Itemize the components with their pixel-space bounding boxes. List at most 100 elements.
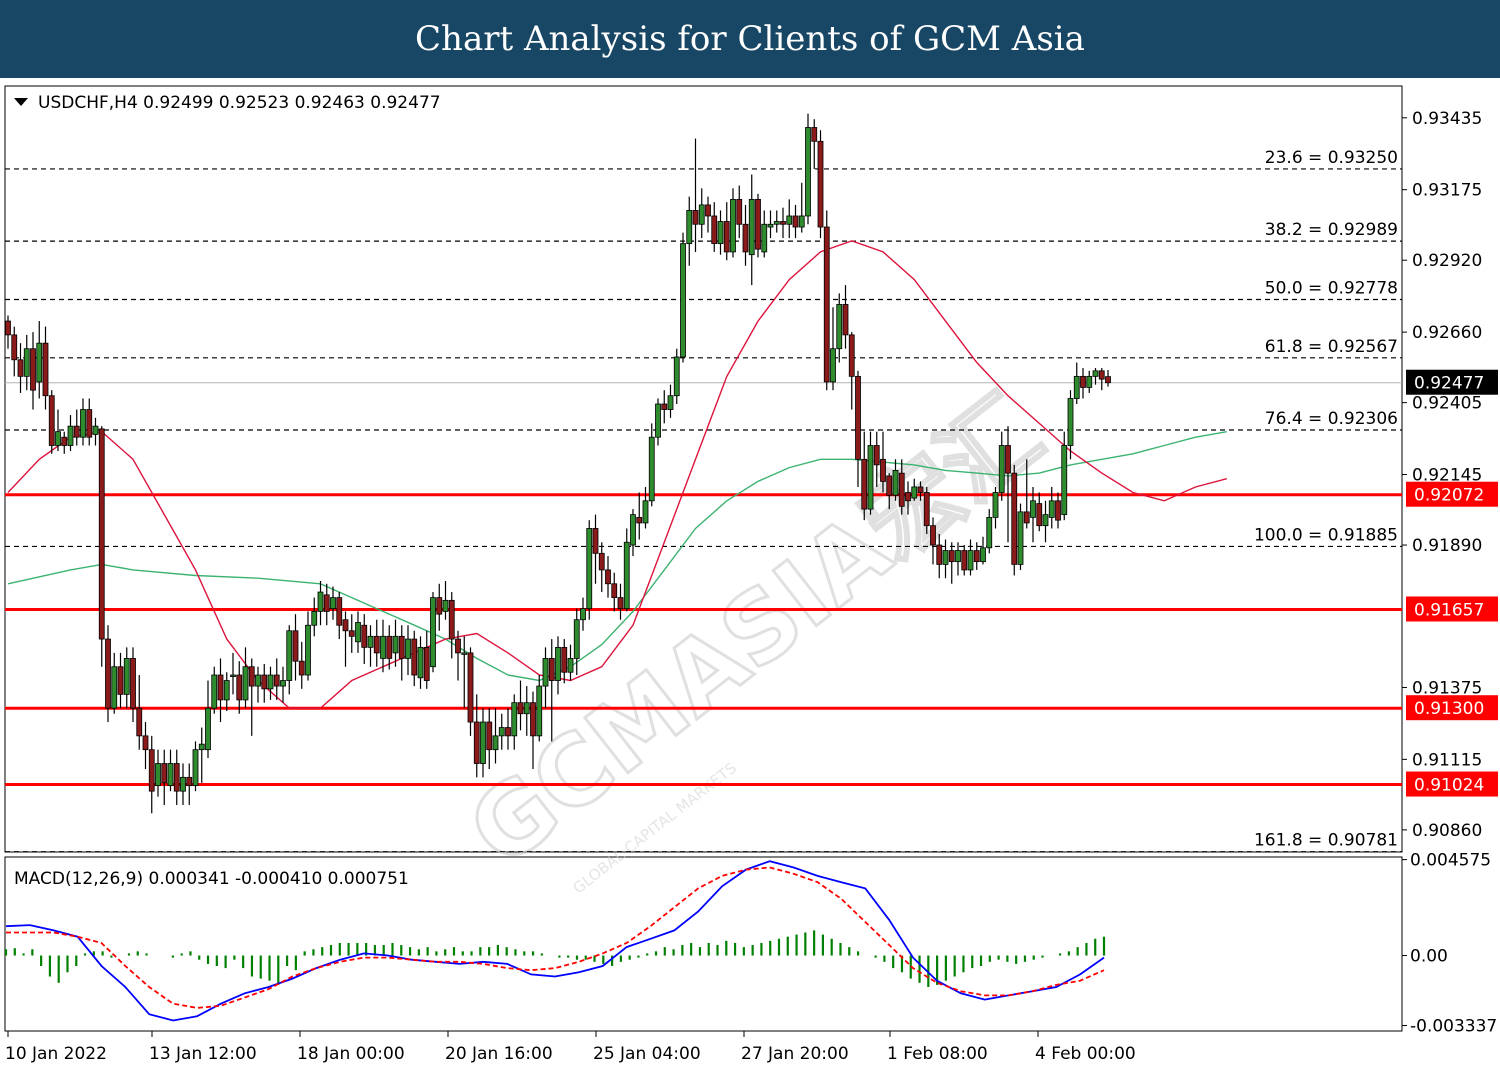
- candle-body: [5, 320, 11, 336]
- price-axis-label: 0.91375: [1412, 678, 1482, 698]
- candle-body: [817, 140, 824, 228]
- candle-body: [142, 735, 149, 751]
- macd-axis-label: 0.004575: [1410, 851, 1491, 871]
- candle-body: [923, 492, 930, 527]
- current-price-tag: [1406, 369, 1498, 395]
- time-axis-label: 18 Jan 00:00: [297, 1044, 405, 1064]
- candle-body: [773, 221, 780, 225]
- candle-body: [48, 395, 55, 446]
- candle-body: [186, 776, 193, 787]
- candle-body: [948, 550, 955, 563]
- candle-body: [1067, 398, 1074, 446]
- candle-body: [411, 638, 418, 676]
- symbol-info: USDCHF,H4 0.92499 0.92523 0.92463 0.9247…: [38, 93, 441, 113]
- candle-body: [867, 445, 874, 510]
- candle-body: [848, 334, 855, 377]
- candle-body: [355, 622, 361, 643]
- candle-body: [805, 127, 811, 217]
- candle-body: [842, 304, 849, 336]
- candle-body: [380, 635, 386, 659]
- candle-body: [1073, 375, 1080, 399]
- price-axis-label: 0.92145: [1412, 466, 1482, 486]
- candle-body: [698, 204, 705, 225]
- candle-body: [55, 431, 61, 446]
- sr-price-tag: [1406, 695, 1498, 721]
- candle-body: [223, 680, 230, 701]
- candle-body: [555, 646, 561, 681]
- candle-body: [998, 445, 1005, 493]
- fib-level-label: 38.2 = 0.92989: [1265, 220, 1398, 240]
- macd-plot-area: [5, 860, 1106, 1022]
- candle-body: [755, 198, 761, 250]
- macd-signal-line: [6, 866, 1105, 1009]
- candle-body: [11, 334, 18, 361]
- sr-price-tag-label: 0.92072: [1414, 486, 1484, 506]
- candle-body: [167, 763, 174, 787]
- candle-body: [861, 458, 868, 510]
- candle-body: [205, 707, 211, 751]
- candle-body: [605, 569, 611, 585]
- candle-body: [136, 707, 143, 737]
- candle-body: [748, 198, 755, 256]
- candle-body: [505, 727, 511, 737]
- candle-body: [180, 776, 186, 792]
- candle-body: [736, 198, 743, 225]
- candle-body: [255, 674, 261, 687]
- candle-body: [1092, 370, 1099, 377]
- candle-body: [542, 658, 549, 687]
- macd-line: [5, 860, 1105, 1022]
- candle-body: [98, 428, 105, 640]
- candle-body: [692, 210, 699, 225]
- candle-body: [530, 702, 536, 737]
- sr-price-tag-label: 0.91024: [1414, 776, 1484, 796]
- candle-body: [273, 674, 280, 687]
- candle-body: [311, 611, 318, 626]
- candle-body: [905, 492, 911, 502]
- candle-body: [430, 597, 436, 668]
- sr-price-tag: [1406, 596, 1498, 622]
- fib-level-label: 76.4 = 0.92306: [1265, 409, 1398, 429]
- macd-axis-label: 0.00: [1410, 947, 1448, 967]
- candle-body: [467, 652, 474, 723]
- sr-price-tag: [1406, 481, 1498, 507]
- candle-body: [1042, 514, 1049, 527]
- time-axis-label: 20 Jan 16:00: [445, 1044, 553, 1064]
- price-axis-label: 0.91115: [1412, 750, 1482, 770]
- fib-level-label: 161.8 = 0.90781: [1254, 831, 1398, 851]
- candle-body: [717, 221, 724, 245]
- candle-body: [80, 409, 86, 438]
- candle-body: [798, 215, 805, 228]
- candle-body: [942, 550, 949, 565]
- candle-body: [792, 215, 799, 228]
- candle-body: [361, 624, 368, 648]
- fib-level-label: 61.8 = 0.92567: [1265, 337, 1398, 357]
- moving-average-green: [7, 431, 1227, 682]
- price-plot-area: 23.6 = 0.93250 38.2 = 0.92989 50.0 = 0.927…: [5, 113, 1402, 852]
- candle-body: [86, 409, 93, 438]
- sr-price-tag-label: 0.91300: [1414, 699, 1484, 719]
- candle-body: [280, 680, 286, 687]
- candle-body: [992, 492, 999, 518]
- candle-body: [148, 749, 155, 792]
- candle-body: [367, 635, 374, 648]
- candle-body: [1105, 376, 1111, 384]
- candle-body: [498, 727, 505, 737]
- candle-body: [236, 674, 243, 701]
- candle-body: [486, 721, 493, 751]
- candle-body: [261, 674, 268, 690]
- candle-body: [517, 702, 524, 715]
- candle-body: [536, 685, 543, 737]
- candle-body: [23, 348, 30, 377]
- time-axis-label: 27 Jan 20:00: [741, 1044, 849, 1064]
- candle-body: [598, 552, 605, 571]
- candle-body: [1005, 445, 1011, 474]
- candle-body: [92, 425, 99, 435]
- candle-body: [305, 624, 311, 676]
- candle-body: [492, 735, 499, 751]
- candle-body: [298, 660, 305, 676]
- candle-body: [461, 652, 468, 655]
- candle-body: [636, 516, 643, 524]
- candle-body: [911, 486, 918, 499]
- candle-body: [211, 674, 218, 709]
